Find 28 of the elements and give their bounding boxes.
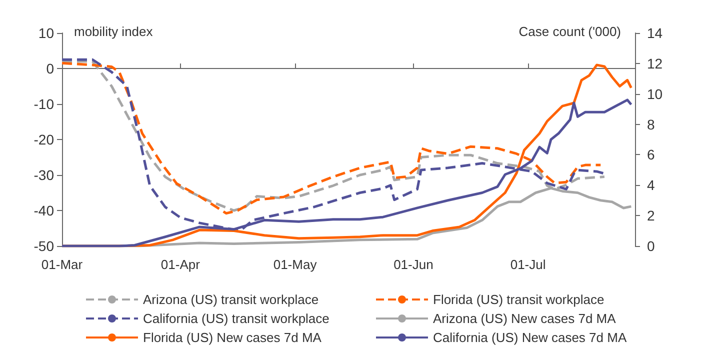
- legend-label: California (US) New cases 7d MA: [433, 330, 627, 345]
- x-tick-label: 01-Mar: [41, 257, 84, 272]
- x-tick-label: 01-Jun: [394, 257, 434, 272]
- y-tick-label: -30: [34, 167, 54, 183]
- y2-axis-title: Case count ('000): [518, 24, 622, 39]
- legend-label: Florida (US) New cases 7d MA: [143, 330, 322, 345]
- y-tick-label: 10: [38, 25, 54, 41]
- x-tick-label: 01-Apr: [160, 257, 201, 272]
- y2-tick-label: 4: [647, 177, 655, 194]
- x-tick-label: 01-May: [273, 257, 318, 272]
- legend-label: Florida (US) transit workplace: [433, 292, 604, 307]
- y2-tick-label: 8: [647, 116, 655, 132]
- y2-tick-label: 14: [647, 25, 663, 41]
- legend-label: California (US) transit workplace: [143, 311, 330, 326]
- y-tick-label: -50: [34, 238, 54, 254]
- y2-tick-label: 2: [647, 208, 655, 224]
- legend-label: Arizona (US) transit workplace: [143, 292, 319, 307]
- y2-tick-label: 6: [647, 146, 655, 163]
- y-axis-title: mobility index: [74, 24, 154, 39]
- y2-tick-label: 0: [647, 238, 655, 254]
- y-tick-label: 0: [46, 60, 54, 76]
- y-tick-label: -40: [34, 202, 54, 218]
- y-tick-label: -10: [34, 96, 54, 112]
- y2-tick-label: 10: [647, 86, 663, 102]
- y2-tick-label: 12: [647, 55, 663, 72]
- y-tick-label: -20: [34, 132, 54, 148]
- x-tick-label: 01-Jul: [510, 257, 546, 272]
- legend-label: Arizona (US) New cases 7d MA: [433, 311, 616, 326]
